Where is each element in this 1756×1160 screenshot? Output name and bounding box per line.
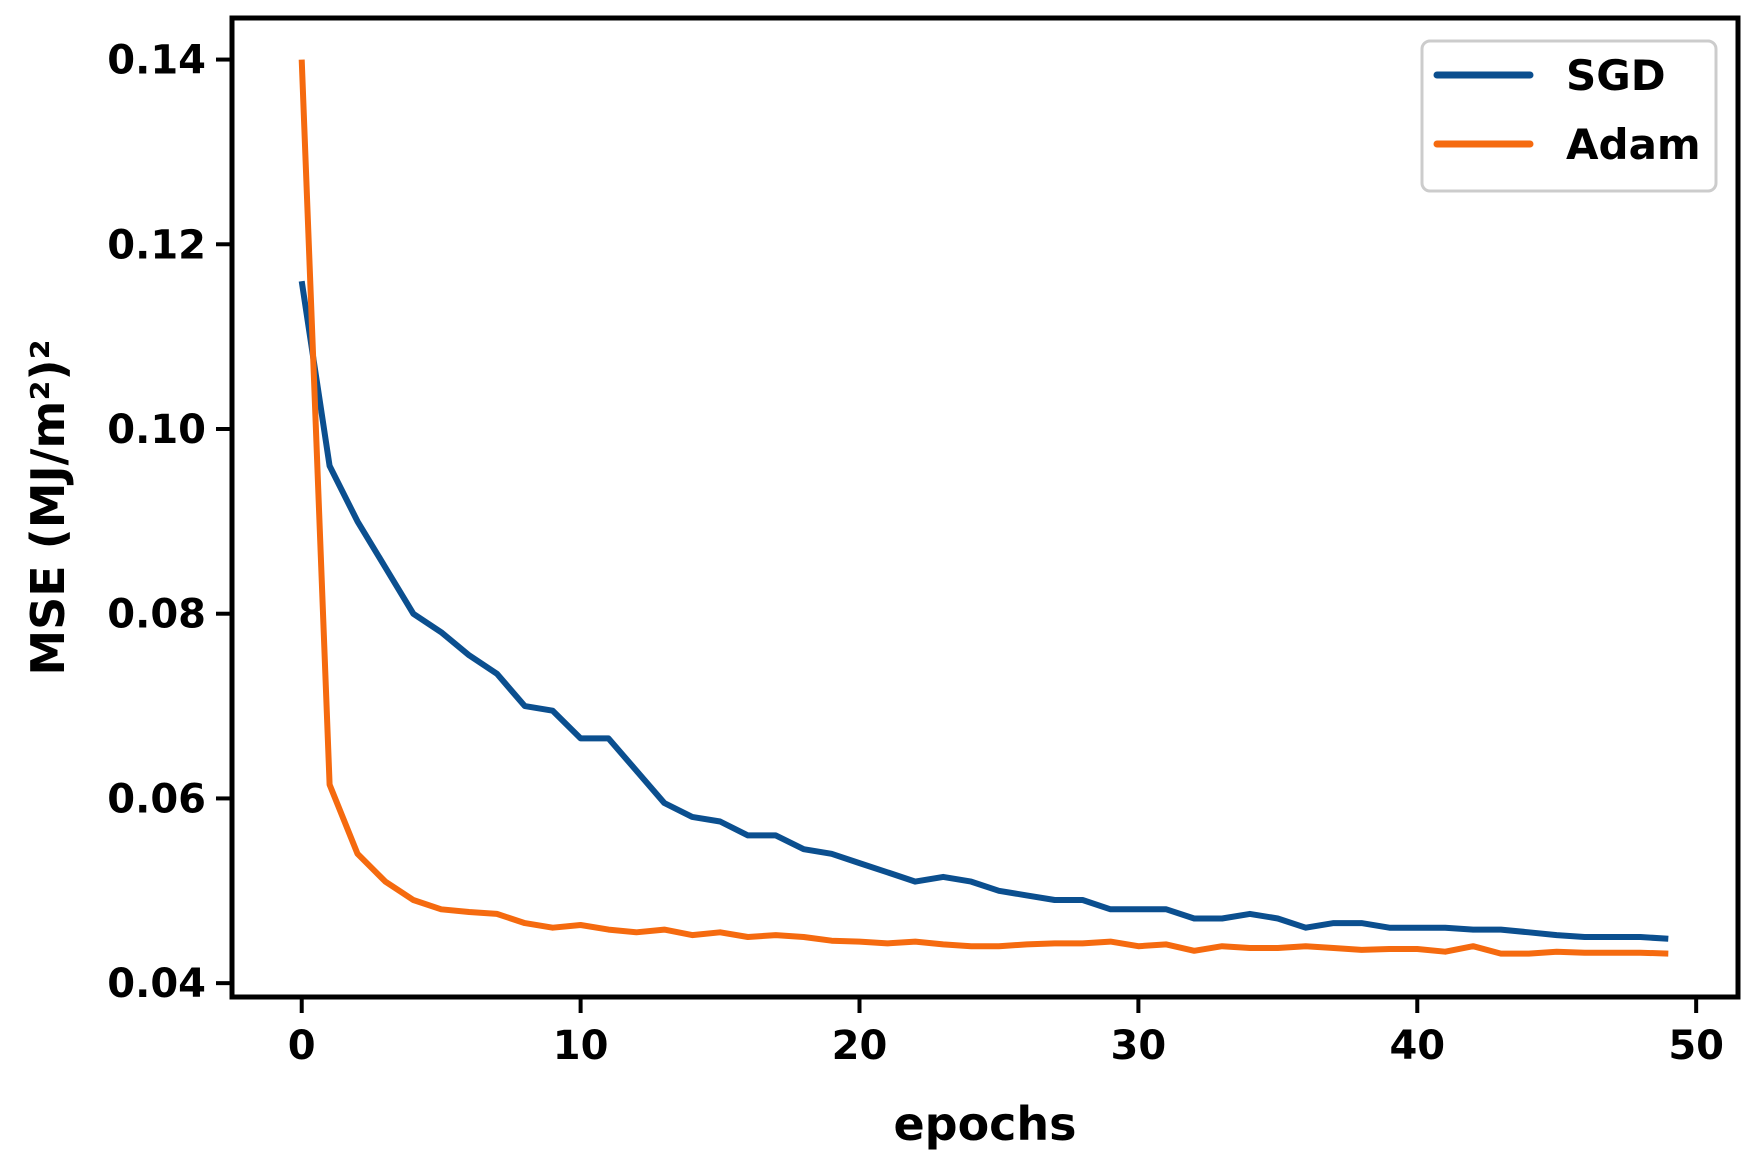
x-axis-ticks: 0 10 20 30 40 50 <box>288 997 1724 1069</box>
y-tick-label: 0.12 <box>107 222 206 268</box>
x-tick-label: 0 <box>288 1023 316 1069</box>
x-tick-label: 40 <box>1389 1023 1445 1069</box>
legend-label-adam: Adam <box>1566 120 1701 169</box>
legend-item-sgd: SGD <box>1433 51 1666 100</box>
legend-item-adam: Adam <box>1433 120 1701 169</box>
x-tick-label: 50 <box>1668 1023 1724 1069</box>
y-tick-label: 0.04 <box>107 961 206 1007</box>
series-line-sgd <box>298 280 1669 942</box>
plot-frame <box>229 15 1741 1000</box>
y-tick-label: 0.08 <box>107 592 206 638</box>
series-layer <box>298 59 1669 957</box>
legend: SGD Adam <box>1420 39 1718 193</box>
series-line-adam <box>298 59 1669 957</box>
legend-label-sgd: SGD <box>1566 51 1666 100</box>
x-axis-title: epochs <box>893 1097 1076 1151</box>
x-tick-label: 30 <box>1111 1023 1167 1069</box>
y-tick-label: 0.06 <box>107 776 206 822</box>
x-tick-label: 20 <box>832 1023 888 1069</box>
x-tick-label: 10 <box>553 1023 609 1069</box>
y-tick-label: 0.10 <box>107 407 206 453</box>
y-tick-label: 0.14 <box>107 38 206 84</box>
y-axis-title: MSE (MJ/m²)² <box>21 339 75 675</box>
y-axis-ticks: 0.04 0.06 0.08 0.10 0.12 0.14 <box>107 38 232 1007</box>
